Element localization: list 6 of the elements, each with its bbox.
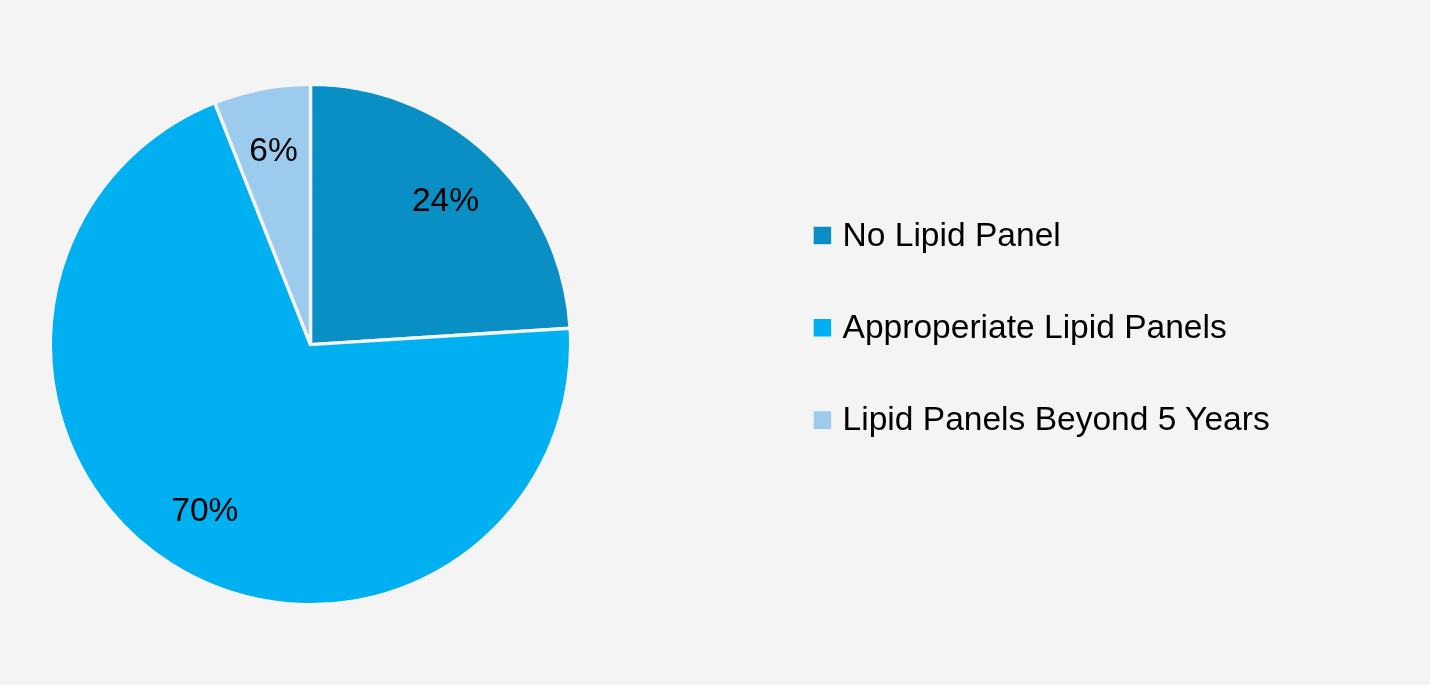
legend-label: No Lipid Panel <box>842 215 1061 253</box>
legend-label: Lipid Panels Beyond 5 Years <box>842 400 1270 438</box>
data-label: 6% <box>249 130 298 168</box>
data-label: 24% <box>411 180 480 218</box>
data-label: 70% <box>171 491 239 529</box>
legend-label: Approperiate Lipid Panels <box>842 307 1227 345</box>
